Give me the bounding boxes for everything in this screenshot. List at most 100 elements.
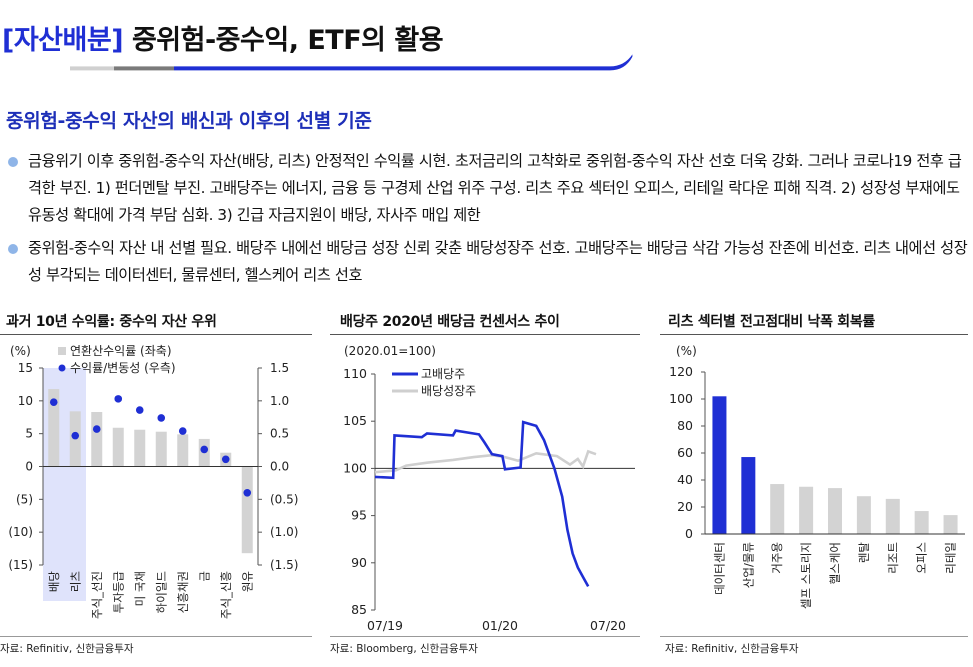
chart2-ytick: 105	[343, 413, 367, 428]
report-header: [자산배분] 중위험-중수익, ETF의 활용	[0, 0, 973, 80]
page-title: [자산배분] 중위험-중수익, ETF의 활용	[2, 18, 444, 57]
chart1-ratio-point	[157, 414, 166, 422]
chart3-bar	[799, 486, 814, 534]
chart1-y2tick: 0.5	[270, 427, 289, 441]
chart3-ytick: 100	[669, 391, 693, 406]
chart1-y2tick: 1.5	[270, 361, 289, 375]
chart1-legend-swatch-dot	[58, 364, 66, 372]
chart2-xtick: 01/20	[482, 618, 518, 633]
chart3-ytick: 20	[677, 499, 693, 514]
chart1-xtick: 주식_신흥	[219, 571, 233, 619]
bullet-text: 금융위기 이후 중위험-중수익 자산(배당, 리츠) 안정적인 수익률 시현. …	[28, 152, 962, 224]
chart2-ytick: 95	[351, 508, 367, 523]
chart1-ytick: 5	[25, 427, 33, 441]
chart3-xtick: 렌탈	[857, 542, 871, 564]
chart2-legend-label: 고배당주	[421, 367, 465, 381]
chart1-ratio-point	[243, 488, 252, 497]
chart1-xtick: 금	[197, 571, 211, 582]
chart1-xtick: 원유	[240, 571, 254, 592]
chart3-xtick: 거주용	[770, 542, 784, 574]
chart3-bar	[885, 498, 900, 534]
chart2-xtick: 07/19	[367, 618, 403, 633]
title-underline	[70, 54, 633, 71]
chart2-legend-label: 배당성장주	[421, 384, 476, 398]
chart1-source-rule	[0, 636, 312, 637]
chart1-legend-swatch-bar	[58, 347, 66, 355]
chart2-ytick: 110	[343, 366, 367, 381]
chart2-ytick: 100	[343, 460, 367, 475]
chart3-bar	[770, 484, 785, 534]
chart3-xtick: 리조트	[886, 542, 900, 574]
chart1-bar	[177, 434, 189, 467]
bullet-text: 중위험-중수익 자산 내 선별 필요. 배당주 내에선 배당금 성장 신뢰 갖춘…	[28, 239, 968, 284]
chart1-xtick: 투자등급	[111, 571, 125, 613]
chart1-title-rule	[0, 334, 312, 335]
chart3-xtick: 오피스	[915, 542, 929, 574]
chart1-xtick: 리츠	[68, 571, 82, 592]
chart1-ratio-point	[178, 427, 187, 435]
chart1-ratio-point	[92, 425, 101, 433]
chart2-ytick: 85	[351, 602, 367, 617]
chart1-ratio-point	[49, 398, 58, 406]
chart1-title: 과거 10년 수익률: 중수익 자산 우위	[6, 314, 217, 330]
chart3-ytick: 120	[669, 364, 693, 379]
chart1-y2tick: 1.0	[270, 394, 289, 408]
chart2-ytick: 90	[351, 555, 367, 570]
bullet-item: 중위험-중수익 자산 내 선별 필요. 배당주 내에선 배당금 성장 신뢰 갖춘…	[8, 235, 970, 289]
chart1-bar	[112, 427, 124, 467]
chart3-bar	[914, 511, 929, 534]
chart2-source: 자료: Bloomberg, 신한금융투자	[330, 643, 478, 655]
chart3-bar	[741, 457, 756, 534]
chart1-returns: (%) 15 10 5 0 (5) (10) (15) 1.5 1.0 0.5 0.0 (0.5) (1.…	[8, 344, 298, 619]
chart2-unit-label: (2020.01=100)	[344, 344, 436, 358]
bullet-list: 금융위기 이후 중위험-중수익 자산(배당, 리츠) 안정적인 수익률 시현. …	[8, 148, 970, 295]
chart1-bar	[134, 429, 146, 467]
chart3-unit-label: (%)	[676, 344, 697, 358]
chart3-reits-recovery: (%) 120 100 80 60 40 20 0 데이터센터 산업/물류 거주용 셀프 스토리지 헬스…	[669, 344, 965, 609]
chart3-xtick: 셀프 스토리지	[799, 542, 813, 609]
title-bracket: [자산배분]	[2, 25, 124, 56]
chart1-ratio-point	[135, 406, 144, 414]
chart1-y2tick: (1.0)	[270, 525, 298, 539]
chart1-ratio-point	[221, 455, 230, 464]
chart1-xtick: 주식_선진	[90, 571, 104, 619]
section-title: 중위험-중수익 자산의 배신과 이후의 선별 기준	[6, 110, 372, 132]
chart2-title: 배당주 2020년 배당금 컨센서스 추이	[340, 314, 560, 330]
chart1-ytick: (10)	[8, 525, 33, 539]
chart3-title-rule	[660, 334, 968, 335]
chart2-title-rule	[330, 334, 640, 335]
chart1-y2tick: 0.0	[270, 460, 289, 474]
chart1-ratio-point	[114, 395, 123, 403]
chart1-ytick: 10	[18, 394, 33, 408]
chart1-legend-bar: 연환산수익률 (좌축)	[70, 344, 172, 358]
chart1-bar	[241, 466, 253, 554]
chart3-ytick: 80	[677, 418, 693, 433]
chart1-bar	[155, 431, 167, 467]
chart3-bar	[856, 496, 871, 534]
chart3-xtick: 데이터센터	[712, 542, 726, 595]
chart1-unit-label: (%)	[10, 344, 31, 358]
bullet-dot	[8, 157, 18, 167]
chart1-ytick: (5)	[16, 492, 33, 506]
chart2-source-rule	[330, 636, 640, 637]
chart1-legend-dot: 수익률/변동성 (우측)	[70, 361, 176, 375]
chart1-y2tick: (1.5)	[270, 558, 298, 572]
chart3-bar	[943, 515, 958, 534]
chart3-ytick: 0	[685, 526, 693, 541]
chart1-xtick: 신흥채권	[176, 571, 190, 613]
chart1-bar	[48, 389, 60, 467]
chart1-xtick: 미 국채	[133, 571, 147, 606]
bullet-dot	[8, 244, 18, 254]
bullet-item: 금융위기 이후 중위험-중수익 자산(배당, 리츠) 안정적인 수익률 시현. …	[8, 148, 970, 229]
chart1-xtick: 배당	[47, 571, 61, 593]
chart3-xtick: 리테일	[944, 542, 958, 574]
chart3-bar	[712, 396, 727, 534]
chart3-source: 자료: Refinitiv, 신한금융투자	[665, 643, 799, 655]
chart1-ratio-point	[71, 431, 80, 440]
chart2-series-line	[374, 449, 597, 474]
chart3-ytick: 60	[677, 445, 693, 460]
chart1-ytick: 15	[18, 361, 33, 375]
chart3-xtick: 산업/물류	[741, 542, 755, 588]
chart1-source: 자료: Refinitiv, 신한금융투자	[0, 643, 134, 655]
chart1-xtick: 하이일드	[154, 571, 168, 613]
